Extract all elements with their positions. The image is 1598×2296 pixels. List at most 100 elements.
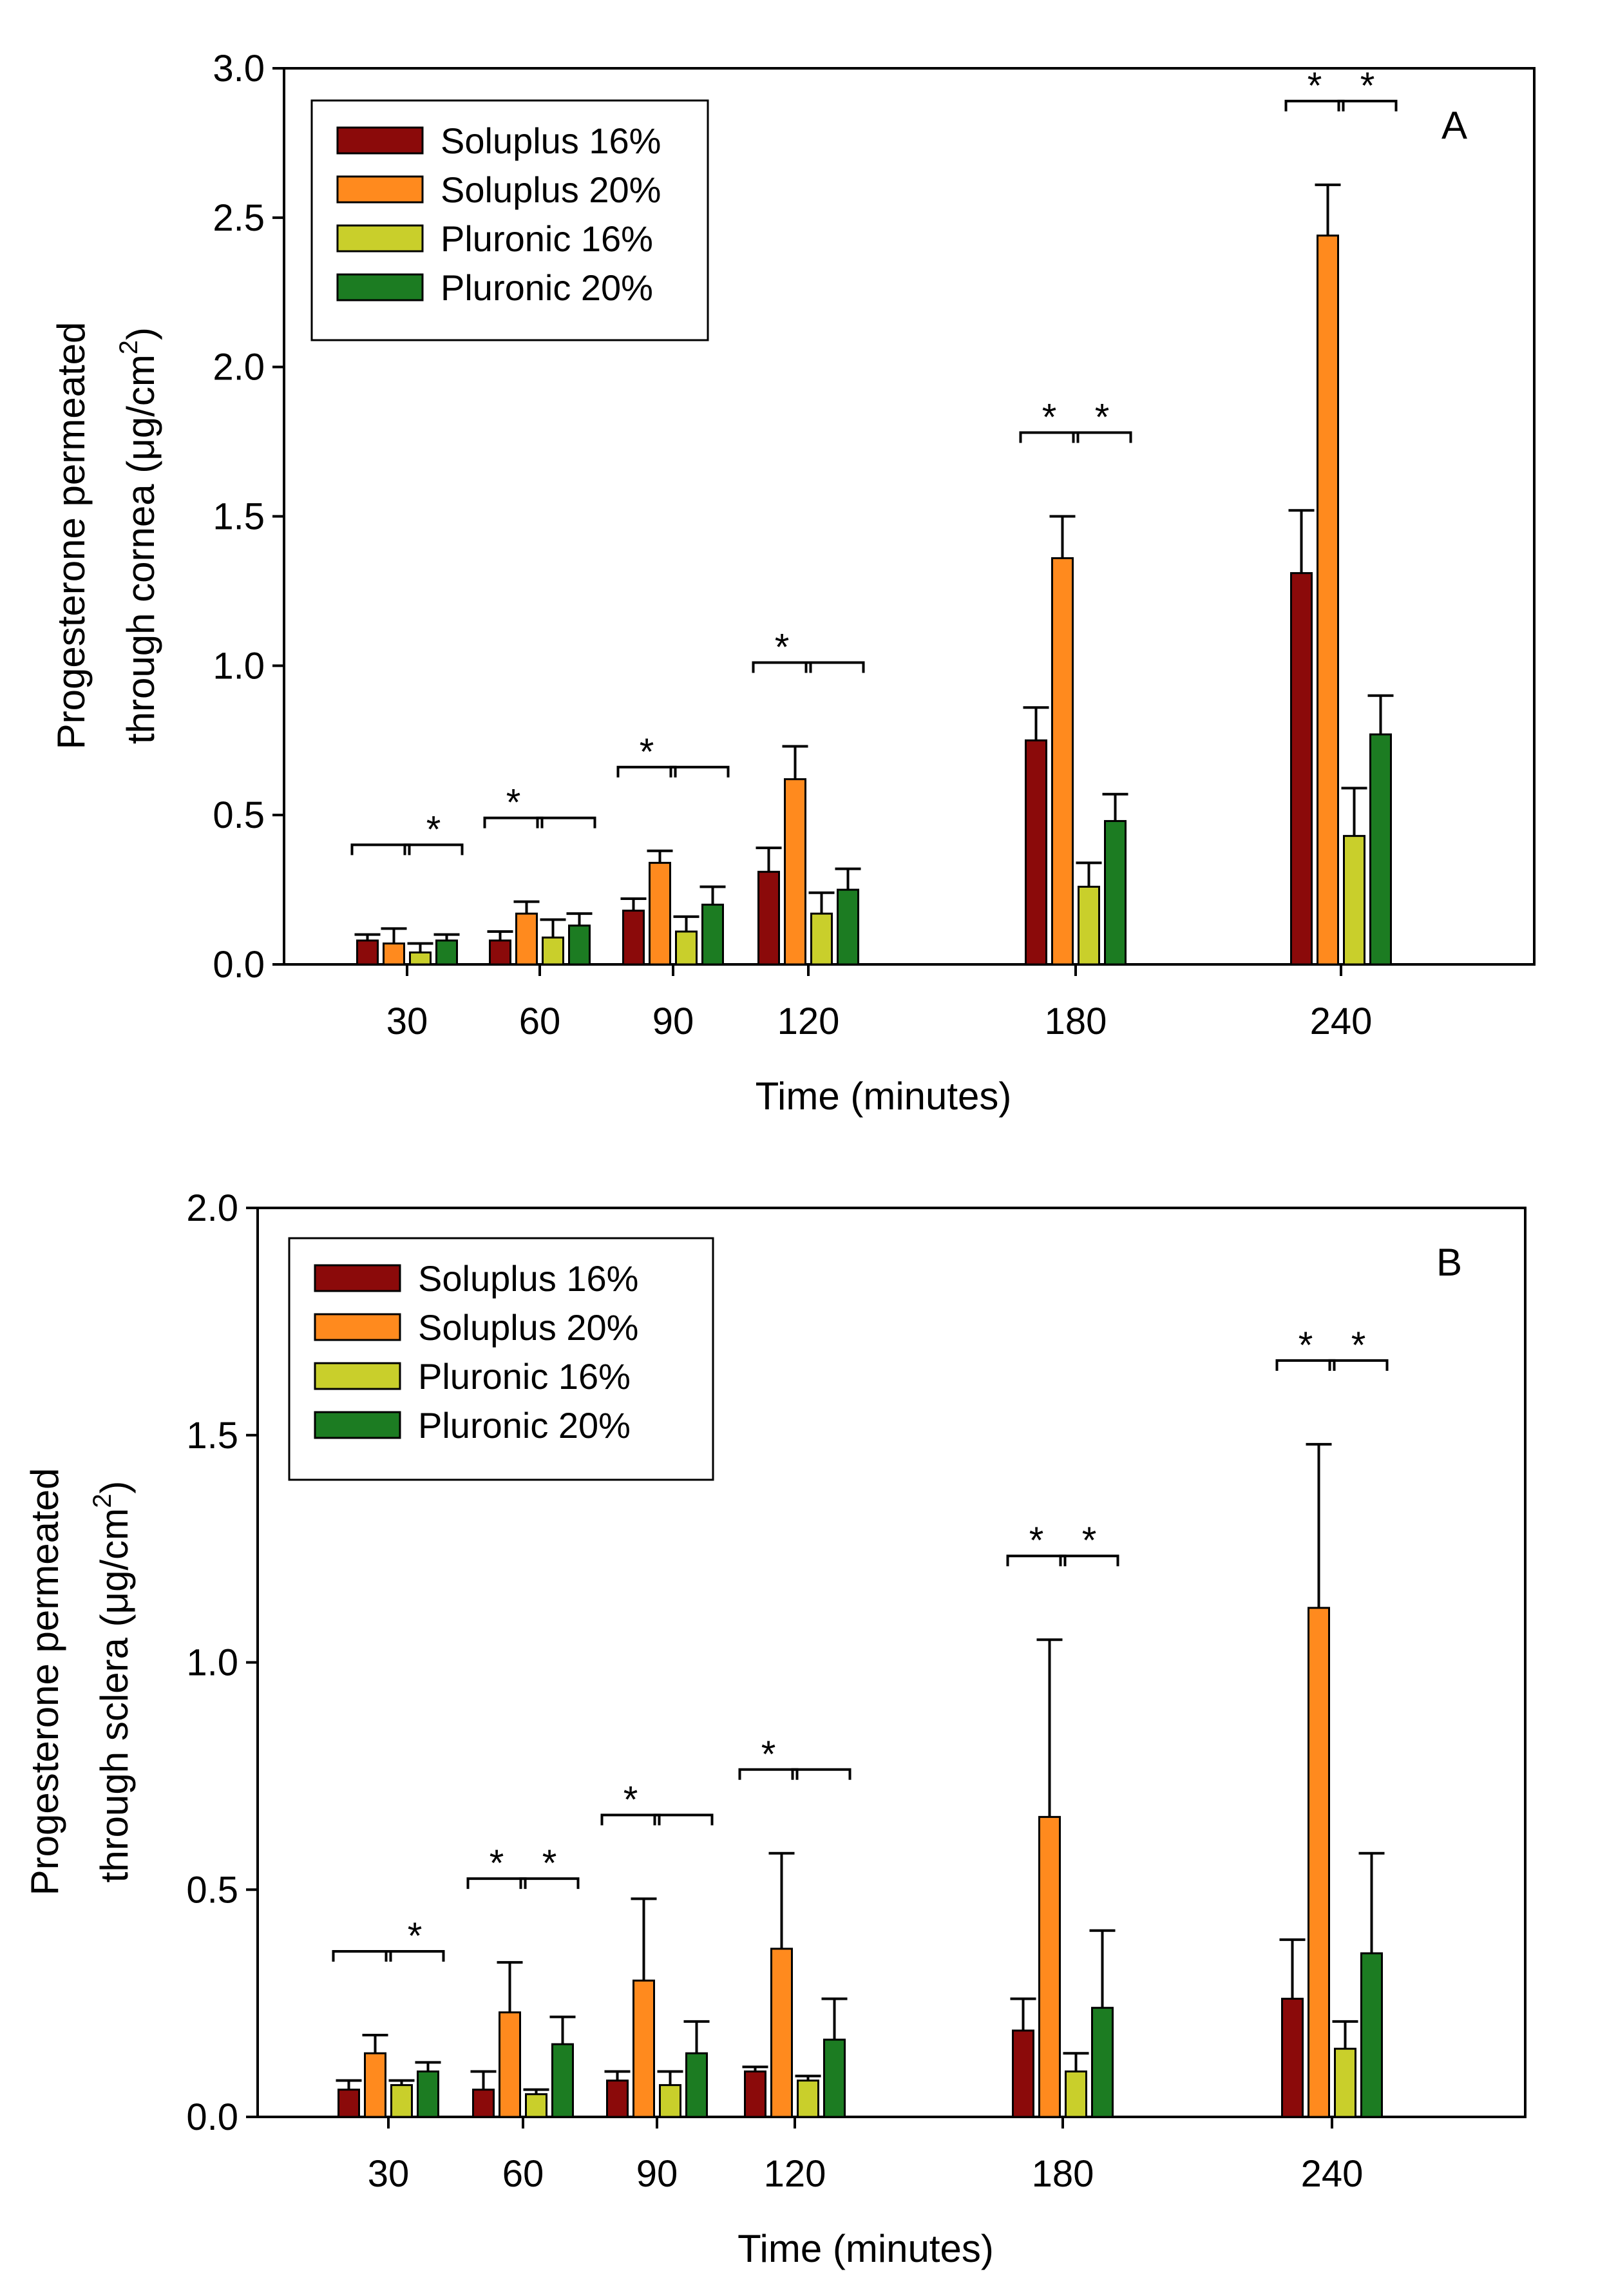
y-axis-title: Progesterone permeated through cornea (μg… <box>50 322 162 750</box>
bar <box>515 912 538 966</box>
legend-swatch <box>336 126 424 155</box>
bar <box>1360 1952 1383 2118</box>
bar <box>1012 2029 1034 2118</box>
bar <box>383 942 405 966</box>
bar <box>364 2052 386 2118</box>
significance-bracket <box>752 661 812 673</box>
significance-bracket <box>1284 99 1345 111</box>
legend-swatch <box>336 175 424 204</box>
y-tick-label: 3.0 <box>213 48 265 90</box>
bar <box>338 2089 360 2118</box>
legend-swatch <box>314 1362 401 1390</box>
significance-bracket <box>600 1813 661 1826</box>
bar <box>757 870 780 966</box>
y-tick-label: 0.5 <box>213 794 265 836</box>
legend-swatch <box>314 1313 401 1341</box>
legend-label: Pluronic 20% <box>441 267 653 308</box>
legend-swatch <box>336 273 424 301</box>
significance-star: * <box>426 808 441 850</box>
significance-bracket <box>1328 1359 1389 1371</box>
significance-bracket <box>403 843 464 856</box>
y-axis-title: Progesterone permeated through sclera (μg… <box>23 1468 136 1896</box>
y-tick-label: 0.0 <box>213 944 265 986</box>
x-axis-title: Time (minutes) <box>756 1075 1012 1118</box>
bar <box>622 910 645 966</box>
bar <box>770 1947 793 2118</box>
chart-panel-a: 0.0 0.5 1.0 1.5 2.0 2.5 3.0 30 60 90 120 180 240 * * * *… <box>50 48 1536 1118</box>
significance-star: * <box>761 1734 776 1775</box>
y-tick-label: 1.0 <box>213 645 265 687</box>
y-tick-label: 0.5 <box>186 1869 238 1911</box>
significance-bracket <box>1059 1555 1119 1567</box>
x-tick-label: 60 <box>519 1000 561 1042</box>
legend-label: Soluplus 20% <box>418 1307 638 1348</box>
bar <box>1290 572 1313 966</box>
significance-bracket <box>466 1877 527 1889</box>
significance-star: * <box>1351 1325 1366 1366</box>
significance-bracket <box>483 816 544 828</box>
significance-star: * <box>490 1842 504 1884</box>
x-tick-label: 30 <box>368 2153 410 2195</box>
bar <box>489 939 511 966</box>
bar <box>390 2084 413 2118</box>
bar <box>472 2089 495 2118</box>
bar <box>1065 2070 1087 2118</box>
x-tick-label: 240 <box>1310 1000 1373 1042</box>
significance-star: * <box>408 1915 423 1957</box>
legend-label: Soluplus 20% <box>441 169 661 210</box>
x-tick-label: 180 <box>1045 1000 1107 1042</box>
bar <box>542 936 564 966</box>
panel-letter: A <box>1441 104 1467 147</box>
panel-letter: B <box>1436 1241 1462 1284</box>
bar <box>685 2052 708 2118</box>
significance-bracket <box>616 765 677 778</box>
bar <box>356 939 379 966</box>
bar <box>1051 557 1074 966</box>
x-axis-title: Time (minutes) <box>737 2227 994 2270</box>
significance-bracket <box>1072 431 1132 443</box>
significance-star: * <box>623 1779 638 1821</box>
significance-bracket <box>350 843 411 856</box>
significance-star: * <box>1029 1520 1044 1562</box>
bar <box>1308 1607 1330 2118</box>
significance-bracket <box>791 1768 851 1780</box>
x-tick-label: 30 <box>386 1000 428 1042</box>
y-axis-title-line2: through sclera (μg/cm2) <box>88 1481 136 1883</box>
bar <box>701 903 724 966</box>
x-tick-label: 60 <box>502 2153 544 2195</box>
significance-bracket <box>738 1768 799 1780</box>
x-tick-label: 90 <box>636 2153 678 2195</box>
significance-bracket <box>653 1813 714 1826</box>
bar <box>1281 1998 1304 2118</box>
y-tick-label: 1.0 <box>186 1642 238 1684</box>
chart-panel-b: 0.0 0.5 1.0 1.5 2.0 30 60 90 120 180 240 * * * * * * * * * S… <box>23 1187 1527 2270</box>
significance-bracket <box>1275 1359 1336 1371</box>
bar <box>1025 739 1047 966</box>
significance-bracket <box>519 1877 580 1889</box>
bar <box>1091 2007 1114 2118</box>
significance-bracket <box>1019 431 1080 443</box>
legend-label: Soluplus 16% <box>441 120 661 161</box>
bar <box>1104 819 1127 966</box>
bar <box>633 1979 655 2118</box>
bar <box>1317 234 1339 966</box>
bar <box>837 888 859 966</box>
bar <box>675 930 698 966</box>
significance-bracket <box>332 1950 392 1962</box>
legend-label: Soluplus 16% <box>418 1258 638 1299</box>
bar <box>1038 1815 1061 2118</box>
bar <box>1343 835 1365 966</box>
bar <box>568 924 591 966</box>
y-tick-label: 2.5 <box>213 197 265 239</box>
bar <box>797 2080 819 2118</box>
significance-bracket <box>536 816 596 828</box>
significance-star: * <box>1360 65 1375 107</box>
y-tick-label: 2.0 <box>213 347 265 388</box>
bar <box>1078 885 1100 966</box>
y-axis-title-line1: Progesterone permeated <box>23 1468 66 1896</box>
x-tick-label: 240 <box>1301 2153 1364 2195</box>
bar <box>1369 733 1392 966</box>
bar <box>784 778 806 966</box>
significance-star: * <box>1082 1520 1097 1562</box>
bar <box>551 2043 574 2118</box>
